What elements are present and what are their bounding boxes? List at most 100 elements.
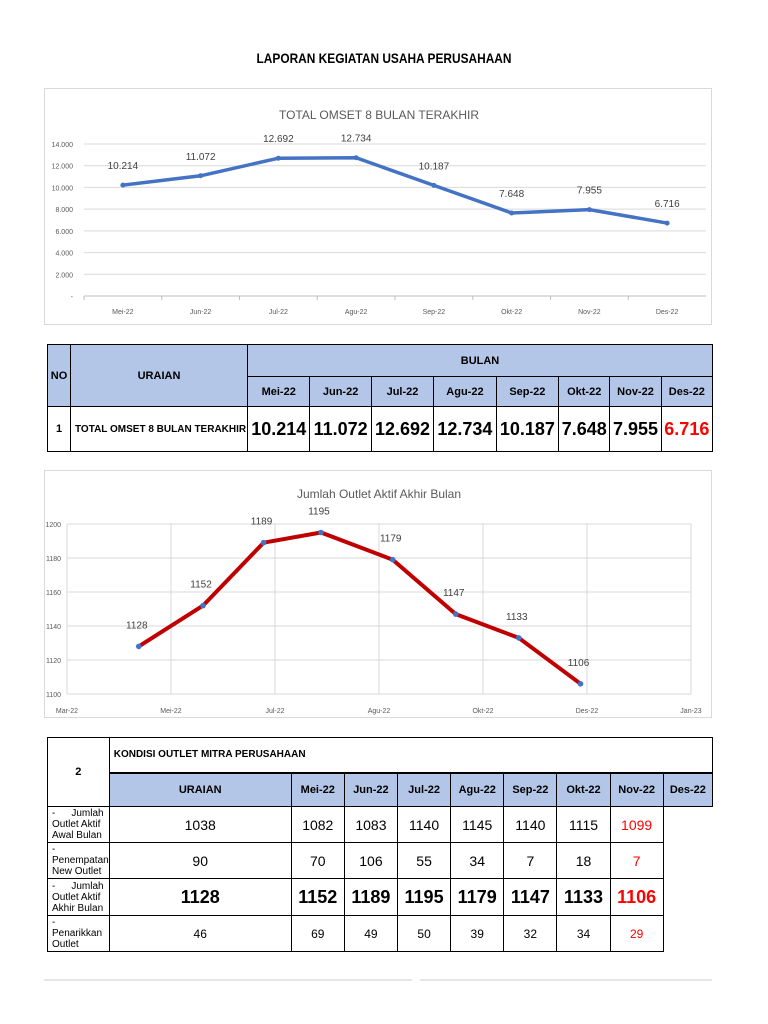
cell-value: 106 <box>343 842 399 879</box>
month-header: Des-22 <box>662 772 714 807</box>
data-label: 1147 <box>443 588 465 599</box>
x-tick-label: Mar-22 <box>56 708 78 715</box>
cell-value: 1115 <box>556 806 611 843</box>
omset-chart-svg: TOTAL OMSET 8 BULAN TERAKHIR - 2.000 4.000 6… <box>52 108 706 316</box>
cell-value: 7 <box>609 842 664 879</box>
cell-value: 1147 <box>503 878 558 916</box>
month-header: Nov-22 <box>609 376 662 407</box>
data-point <box>577 681 584 687</box>
month-header: Jun-22 <box>343 772 399 807</box>
x-tick-label: Jul-22 <box>265 708 284 715</box>
row-label: - Jumlah Outlet Aktif Awal Bulan <box>47 806 110 843</box>
month-header: Okt-22 <box>556 772 611 807</box>
data-label: 10.214 <box>108 161 139 172</box>
table-row: -Penarikkan Outlet 46 69 49 50 39 32 34 29 <box>47 915 713 952</box>
table-row: - Jumlah Outlet Aktif Awal Bulan 1038 1082 1… <box>47 806 713 843</box>
y-tick-label: 1200 <box>45 522 61 529</box>
cell-value: 70 <box>290 842 345 879</box>
y-tick-label: 14.000 <box>52 142 74 149</box>
omset-value: 10.187 <box>495 406 560 452</box>
cell-value: 69 <box>290 915 345 952</box>
cell-value: 1106 <box>609 878 664 916</box>
y-tick-label: 1120 <box>46 658 61 665</box>
data-point <box>120 182 126 188</box>
outlet-chart: Jumlah Outlet Aktif Akhir Bulan 1100 1120 1… <box>44 470 712 718</box>
cell-value: 49 <box>343 915 399 952</box>
data-point <box>515 635 522 641</box>
data-label: 1152 <box>190 580 212 591</box>
bullet: - <box>52 917 56 928</box>
cell-value: 90 <box>108 842 292 879</box>
data-label: 7.955 <box>577 186 602 197</box>
data-label: 1189 <box>251 517 273 528</box>
y-tick-label: 1100 <box>46 692 61 699</box>
data-point <box>452 611 459 617</box>
y-tick-label: 10.000 <box>52 185 74 192</box>
cell-value: 1145 <box>450 806 505 843</box>
row-label-text: Penempatan New Outlet <box>52 855 109 877</box>
month-header: Mei-22 <box>290 772 345 807</box>
cell-value: 1128 <box>108 878 292 916</box>
cell-value: 34 <box>450 842 505 879</box>
x-tick-label: Agu-22 <box>345 309 368 316</box>
cell-value: 1133 <box>556 878 611 916</box>
omset-value: 10.214 <box>246 406 311 452</box>
y-tick-label: 8.000 <box>55 207 73 214</box>
chart-title: Jumlah Outlet Aktif Akhir Bulan <box>297 487 461 501</box>
cell-value: 29 <box>609 915 664 952</box>
omset-chart: TOTAL OMSET 8 BULAN TERAKHIR - 2.000 4.000 6… <box>44 88 712 325</box>
cell-value: 1195 <box>396 878 452 916</box>
month-header: Jul-22 <box>370 376 435 407</box>
x-tick-label: Jan-23 <box>680 708 702 715</box>
month-header: Des-22 <box>660 376 714 407</box>
row-no: 1 <box>47 406 71 452</box>
x-tick-label: Okt-22 <box>501 309 522 316</box>
x-tick-label: Okt-22 <box>472 708 493 715</box>
data-label: 11.072 <box>186 152 216 163</box>
data-label: 1106 <box>568 658 590 669</box>
row-label-text: Jumlah Outlet Aktif Awal Bulan <box>52 808 104 841</box>
data-label: 1179 <box>380 534 402 545</box>
row-label: -Penempatan New Outlet <box>47 842 110 879</box>
bullet: - <box>52 844 56 855</box>
data-label: 7.648 <box>499 189 524 200</box>
cell-value: 1082 <box>290 806 345 843</box>
omset-value: 12.734 <box>433 406 497 452</box>
data-point <box>586 207 592 213</box>
x-tick-label: Jul-22 <box>269 309 288 316</box>
cell-value: 50 <box>396 915 452 952</box>
month-header: Sep-22 <box>495 376 560 407</box>
y-tick-label: 1140 <box>46 624 61 631</box>
data-label: 12.734 <box>341 134 372 145</box>
data-label: 12.692 <box>263 134 294 145</box>
cell-value: 7 <box>503 842 558 879</box>
page-title: LAPORAN KEGIATAN USAHA PERUSAHAAN <box>256 50 512 66</box>
cell-value: 1179 <box>450 878 505 916</box>
month-header: Nov-22 <box>609 772 664 807</box>
data-point <box>509 210 515 216</box>
table-row: - Jumlah Outlet Aktif Akhir Bulan 1128 1152… <box>47 878 713 916</box>
data-point <box>353 155 359 161</box>
footer-divider <box>44 979 412 981</box>
omset-value: 11.072 <box>309 406 372 452</box>
cell-value: 1083 <box>343 806 399 843</box>
x-tick-label: Jun-22 <box>190 309 212 316</box>
footer-divider <box>420 979 712 981</box>
omset-value: 7.955 <box>609 406 662 452</box>
data-label: 1128 <box>126 620 148 631</box>
month-header: Agu-22 <box>450 772 505 807</box>
data-point <box>135 643 142 650</box>
row-label: - Jumlah Outlet Aktif Akhir Bulan <box>47 878 110 916</box>
x-tick-label: Agu-22 <box>368 708 391 715</box>
cell-value: 39 <box>450 915 505 952</box>
x-tick-label: Mei-22 <box>112 309 134 316</box>
cell-value: 32 <box>503 915 558 952</box>
bulan-header: BULAN <box>247 344 713 377</box>
month-header: Agu-22 <box>433 376 497 407</box>
series-line <box>137 530 582 686</box>
data-point <box>260 539 267 546</box>
y-tick-label: 4.000 <box>55 251 73 258</box>
bullet: - <box>52 808 56 819</box>
chart-title: TOTAL OMSET 8 BULAN TERAKHIR <box>279 108 479 122</box>
data-label: 6.716 <box>655 199 680 210</box>
